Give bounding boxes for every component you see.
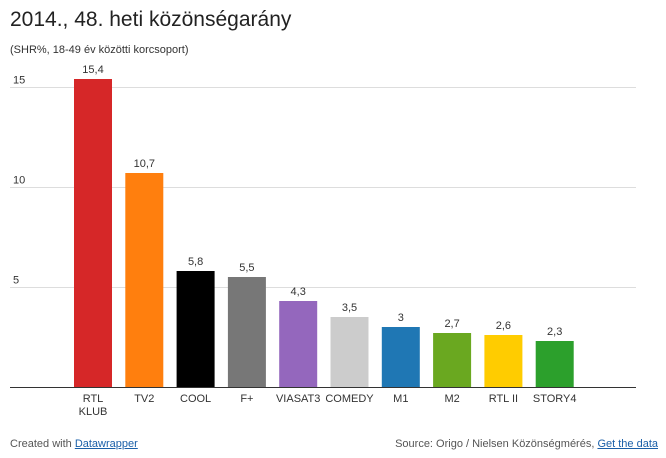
datawrapper-link[interactable]: Datawrapper [74, 438, 138, 450]
category-label: RTL KLUB [79, 393, 108, 418]
bar [330, 317, 369, 387]
category-label: RTL II [489, 393, 518, 405]
category-label: M2 [444, 393, 459, 405]
value-label: 2,7 [444, 318, 459, 330]
bar [125, 173, 164, 387]
category-label: COMEDY [325, 393, 374, 405]
get-the-data-link[interactable]: Get the data [597, 438, 658, 450]
category-labels: RTL KLUB TV2 COOL F+ VIASAT3 COMEDY M1 M2 RTL II S… [79, 393, 577, 418]
bar [535, 341, 574, 387]
value-label: 10,7 [134, 158, 155, 170]
value-label: 4,3 [291, 286, 306, 298]
bar [433, 333, 472, 387]
bar [74, 79, 112, 387]
bar [484, 335, 523, 387]
category-label: F+ [240, 393, 253, 405]
grid-lines [10, 87, 636, 288]
value-label: 3 [398, 312, 404, 324]
footer-source: Source: Origo / Nielsen Közönségmérés, G… [395, 438, 658, 450]
value-label: 15,4 [82, 64, 103, 76]
footer-credit: Created with Datawrapper [10, 438, 138, 450]
value-labels: 15,4 10,7 5,8 5,5 4,3 3,5 3 2,7 2,6 2,3 [82, 64, 562, 338]
value-label: 2,6 [496, 320, 511, 332]
bar [381, 327, 420, 387]
bar [176, 271, 215, 387]
value-label: 3,5 [342, 302, 357, 314]
y-tick-label: 10 [13, 175, 25, 187]
chart-subtitle: (SHR%, 18-49 év közötti korcsoport) [10, 44, 189, 56]
bar [279, 301, 318, 387]
y-tick-label: 5 [13, 275, 19, 287]
category-label: TV2 [134, 393, 154, 405]
category-label: M1 [393, 393, 408, 405]
category-label: STORY4 [533, 393, 577, 405]
bar [227, 277, 266, 387]
value-label: 5,5 [239, 262, 254, 274]
value-label: 5,8 [188, 256, 203, 268]
created-with-text: Created with [10, 438, 75, 450]
chart-title: 2014., 48. heti közönségarány [10, 8, 292, 31]
y-tick-labels: 5 10 15 [13, 75, 25, 287]
bars [74, 79, 574, 387]
category-label: VIASAT3 [276, 393, 320, 405]
value-label: 2,3 [547, 326, 562, 338]
source-text: Source: Origo / Nielsen Közönségmérés, [395, 438, 598, 450]
y-tick-label: 15 [13, 75, 25, 87]
category-label: COOL [180, 393, 211, 405]
